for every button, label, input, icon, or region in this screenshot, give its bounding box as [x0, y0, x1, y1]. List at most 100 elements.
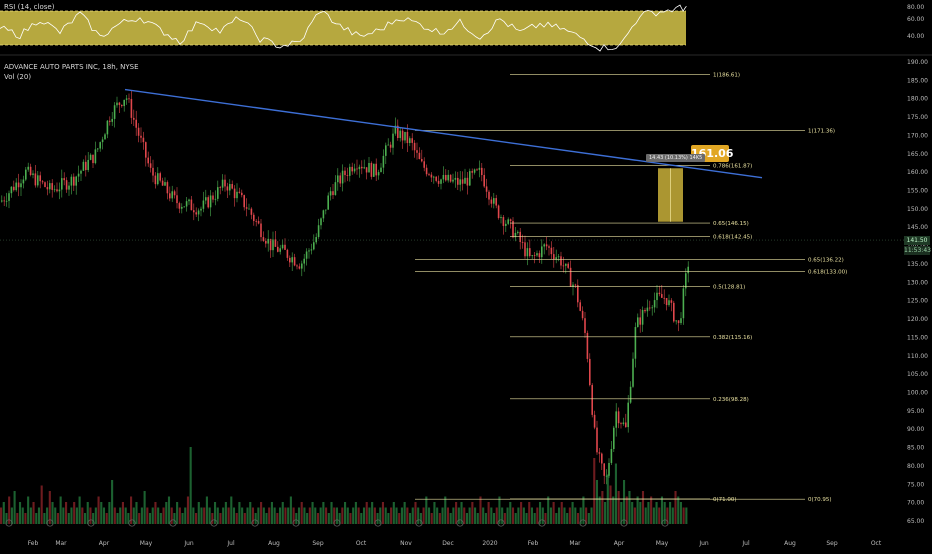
candle-body [183, 206, 185, 208]
candle-body [653, 300, 656, 308]
volume-bar [560, 502, 563, 524]
candle-body [497, 205, 500, 218]
candle-body [562, 265, 565, 267]
volume-bar [487, 502, 490, 524]
volume-bar [341, 507, 344, 524]
fib-level-label: 0(70.95) [808, 497, 832, 503]
candle-body [87, 159, 89, 171]
candle-body [596, 427, 598, 453]
volume-bars [0, 447, 688, 527]
volume-bar [685, 507, 688, 524]
price-tick-label: 90.00 [907, 426, 924, 433]
candle-body [195, 212, 197, 215]
volume-bar [395, 507, 398, 524]
volume-bar [186, 496, 190, 524]
candle-body [478, 167, 481, 170]
volume-bar [184, 507, 187, 524]
candle-body [629, 386, 632, 403]
candle-body [41, 181, 44, 183]
volume-bar [430, 513, 433, 524]
volume-bar [127, 513, 130, 524]
candle-body [286, 249, 289, 258]
candle-body [317, 225, 320, 238]
volume-bar [192, 507, 195, 524]
volume-bar [130, 496, 133, 524]
candle-body [164, 182, 166, 186]
candle-body [334, 182, 337, 196]
volume-bar [243, 513, 246, 524]
volume-bar [89, 507, 92, 524]
candle-body [142, 137, 145, 143]
candle-body [291, 257, 293, 263]
candle-body [545, 244, 548, 247]
candle-body [387, 144, 389, 146]
volume-bar [436, 507, 439, 524]
volume-bar [251, 507, 255, 524]
event-marker [128, 519, 136, 527]
volume-bar [511, 507, 515, 524]
candle-body [49, 183, 51, 190]
candle-body [248, 208, 250, 210]
candle-body [135, 119, 137, 128]
volume-bar [349, 513, 352, 524]
volume-bar [32, 502, 35, 524]
volume-bar [631, 502, 634, 524]
volume-bar [476, 513, 479, 524]
rsi-tick-label: 60.00 [907, 16, 924, 23]
volume-bar [268, 507, 271, 524]
candle-body [365, 167, 368, 173]
volume-bar [468, 507, 471, 524]
volume-bar [65, 502, 68, 524]
volume-bar [135, 502, 138, 524]
candle-body [284, 244, 286, 250]
price-tick-label: 150.00 [907, 206, 928, 213]
volume-bar [322, 502, 325, 524]
price-tick-label: 120.00 [907, 316, 928, 323]
volume-bar [100, 502, 103, 524]
candle-body [159, 173, 161, 181]
volume-bar [463, 507, 466, 524]
candle-body [509, 219, 512, 221]
volume-bar [178, 507, 181, 524]
candle-body [130, 98, 133, 118]
candle-body [593, 414, 596, 428]
volume-bar [18, 502, 22, 524]
candle-body [457, 177, 459, 185]
volume-bar [238, 502, 241, 524]
volume-bar [576, 513, 580, 524]
volume-bar [479, 496, 482, 524]
volume-bar [360, 513, 363, 524]
price-tick-label: 170.00 [907, 132, 928, 139]
candle-body [589, 358, 591, 386]
volume-bar [498, 496, 501, 524]
candle-body [485, 186, 488, 192]
candle-body [349, 166, 351, 176]
candle-body [281, 244, 284, 249]
candle-body [173, 191, 176, 196]
volume-bar [181, 513, 184, 524]
candle-body [176, 195, 178, 204]
candle-body [668, 300, 670, 306]
candle-body [687, 266, 689, 274]
volume-bar [452, 507, 455, 524]
volume-bar [652, 507, 655, 524]
volume-bar [501, 507, 504, 524]
volume-bar [579, 507, 582, 524]
volume-bar [308, 507, 311, 524]
candle-body [553, 254, 555, 260]
volume-bar [604, 502, 607, 524]
time-tick-label: Jun [698, 540, 709, 547]
volume-bar [16, 513, 19, 524]
volume-bar [612, 496, 615, 524]
volume-bar [314, 507, 317, 524]
volume-bar [677, 496, 680, 524]
volume-bar [555, 513, 558, 524]
candle-body [346, 175, 349, 176]
volume-bar [59, 496, 62, 524]
volume-bar [102, 507, 106, 524]
volume-bar [2, 502, 5, 524]
candle-body [533, 255, 536, 256]
candle-body [133, 117, 135, 120]
